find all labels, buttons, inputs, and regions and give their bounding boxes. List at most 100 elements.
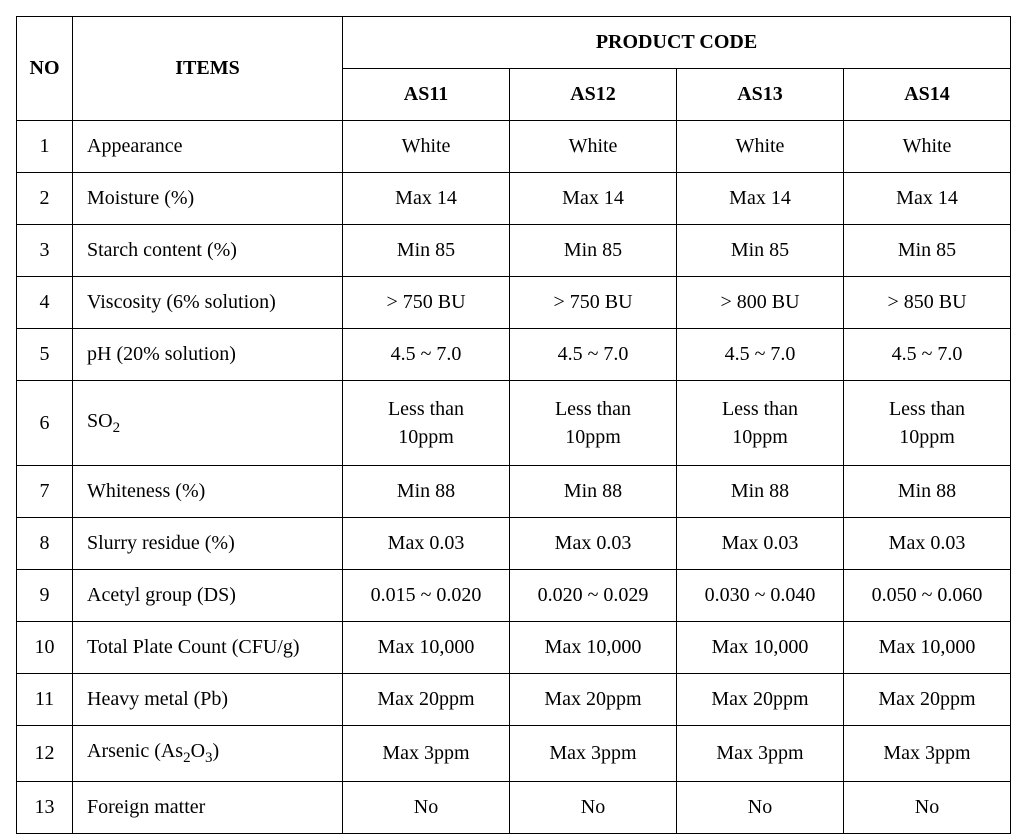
cell-value: No: [343, 782, 510, 834]
cell-no: 4: [17, 277, 73, 329]
cell-item: Viscosity (6% solution): [73, 277, 343, 329]
cell-no: 7: [17, 466, 73, 518]
table-row: 11Heavy metal (Pb)Max 20ppmMax 20ppmMax …: [17, 674, 1011, 726]
cell-value: Min 88: [343, 466, 510, 518]
cell-item: Starch content (%): [73, 225, 343, 277]
cell-no: 9: [17, 570, 73, 622]
table-row: 4Viscosity (6% solution)> 750 BU> 750 BU…: [17, 277, 1011, 329]
cell-value: White: [343, 121, 510, 173]
cell-value: Max 0.03: [844, 518, 1011, 570]
cell-no: 11: [17, 674, 73, 726]
cell-value: Min 85: [510, 225, 677, 277]
cell-item: Heavy metal (Pb): [73, 674, 343, 726]
cell-value: Max 3ppm: [677, 726, 844, 782]
cell-value: Max 3ppm: [343, 726, 510, 782]
cell-value: Max 0.03: [343, 518, 510, 570]
cell-value: Max 0.03: [677, 518, 844, 570]
cell-value: Max 20ppm: [510, 674, 677, 726]
cell-no: 13: [17, 782, 73, 834]
cell-value: Less than10ppm: [677, 381, 844, 466]
cell-no: 12: [17, 726, 73, 782]
cell-no: 6: [17, 381, 73, 466]
table-header-row-1: NO ITEMS PRODUCT CODE: [17, 17, 1011, 69]
cell-value: White: [510, 121, 677, 173]
header-code-as14: AS14: [844, 69, 1011, 121]
cell-value: Max 14: [343, 173, 510, 225]
cell-value: Max 10,000: [677, 622, 844, 674]
table-row: 7Whiteness (%)Min 88Min 88Min 88Min 88: [17, 466, 1011, 518]
product-spec-table: NO ITEMS PRODUCT CODE AS11 AS12 AS13 AS1…: [16, 16, 1011, 834]
cell-value: > 750 BU: [343, 277, 510, 329]
table-header: NO ITEMS PRODUCT CODE AS11 AS12 AS13 AS1…: [17, 17, 1011, 121]
cell-value: Max 20ppm: [844, 674, 1011, 726]
cell-value: Max 10,000: [844, 622, 1011, 674]
cell-value: 0.030 ~ 0.040: [677, 570, 844, 622]
cell-item: Slurry residue (%): [73, 518, 343, 570]
cell-value: Min 88: [677, 466, 844, 518]
cell-value: Max 3ppm: [844, 726, 1011, 782]
table-body: 1AppearanceWhiteWhiteWhiteWhite2Moisture…: [17, 121, 1011, 834]
cell-value: Less than10ppm: [510, 381, 677, 466]
cell-item: Appearance: [73, 121, 343, 173]
cell-value: Max 3ppm: [510, 726, 677, 782]
cell-no: 8: [17, 518, 73, 570]
cell-value: Less than10ppm: [343, 381, 510, 466]
cell-item: Arsenic (As2O3): [73, 726, 343, 782]
cell-item: Total Plate Count (CFU/g): [73, 622, 343, 674]
cell-value: No: [677, 782, 844, 834]
cell-value: No: [844, 782, 1011, 834]
cell-value: 4.5 ~ 7.0: [677, 329, 844, 381]
cell-value: Min 88: [510, 466, 677, 518]
cell-value: 0.020 ~ 0.029: [510, 570, 677, 622]
cell-no: 5: [17, 329, 73, 381]
cell-value: Max 20ppm: [677, 674, 844, 726]
cell-value: Max 14: [677, 173, 844, 225]
cell-value: Min 85: [844, 225, 1011, 277]
cell-value: Max 0.03: [510, 518, 677, 570]
cell-value: White: [844, 121, 1011, 173]
cell-no: 3: [17, 225, 73, 277]
table-row: 8Slurry residue (%)Max 0.03Max 0.03Max 0…: [17, 518, 1011, 570]
cell-value: 0.015 ~ 0.020: [343, 570, 510, 622]
cell-no: 1: [17, 121, 73, 173]
cell-value: 4.5 ~ 7.0: [844, 329, 1011, 381]
table-row: 1AppearanceWhiteWhiteWhiteWhite: [17, 121, 1011, 173]
cell-value: 0.050 ~ 0.060: [844, 570, 1011, 622]
cell-value: Max 10,000: [343, 622, 510, 674]
cell-item: Moisture (%): [73, 173, 343, 225]
cell-value: 4.5 ~ 7.0: [510, 329, 677, 381]
header-code-as13: AS13: [677, 69, 844, 121]
header-no: NO: [17, 17, 73, 121]
cell-no: 10: [17, 622, 73, 674]
header-items: ITEMS: [73, 17, 343, 121]
cell-item: Foreign matter: [73, 782, 343, 834]
table-row: 9Acetyl group (DS)0.015 ~ 0.0200.020 ~ 0…: [17, 570, 1011, 622]
cell-value: Max 20ppm: [343, 674, 510, 726]
table-row: 2Moisture (%)Max 14Max 14Max 14Max 14: [17, 173, 1011, 225]
cell-value: White: [677, 121, 844, 173]
table-row: 10Total Plate Count (CFU/g)Max 10,000Max…: [17, 622, 1011, 674]
cell-item: pH (20% solution): [73, 329, 343, 381]
cell-value: Max 14: [844, 173, 1011, 225]
table-row: 12Arsenic (As2O3)Max 3ppmMax 3ppmMax 3pp…: [17, 726, 1011, 782]
cell-value: 4.5 ~ 7.0: [343, 329, 510, 381]
table-row: 3Starch content (%)Min 85Min 85Min 85Min…: [17, 225, 1011, 277]
cell-value: > 750 BU: [510, 277, 677, 329]
cell-value: No: [510, 782, 677, 834]
cell-value: > 850 BU: [844, 277, 1011, 329]
cell-value: Min 88: [844, 466, 1011, 518]
cell-value: Min 85: [677, 225, 844, 277]
cell-item: Acetyl group (DS): [73, 570, 343, 622]
cell-item: SO2: [73, 381, 343, 466]
header-code-as11: AS11: [343, 69, 510, 121]
cell-value: > 800 BU: [677, 277, 844, 329]
cell-value: Min 85: [343, 225, 510, 277]
table-row: 13Foreign matterNoNoNoNo: [17, 782, 1011, 834]
header-code-as12: AS12: [510, 69, 677, 121]
table-row: 5pH (20% solution)4.5 ~ 7.04.5 ~ 7.04.5 …: [17, 329, 1011, 381]
cell-value: Max 14: [510, 173, 677, 225]
cell-value: Max 10,000: [510, 622, 677, 674]
cell-value: Less than10ppm: [844, 381, 1011, 466]
header-product-code: PRODUCT CODE: [343, 17, 1011, 69]
table-row: 6SO2Less than10ppmLess than10ppmLess tha…: [17, 381, 1011, 466]
